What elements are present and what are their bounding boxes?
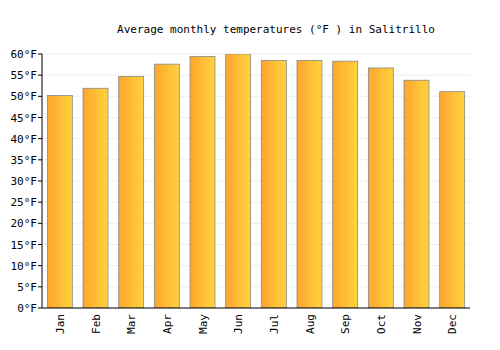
- x-tick-label: Nov: [411, 314, 424, 334]
- bar: [333, 61, 358, 308]
- y-tick-label: 45°F: [11, 112, 38, 125]
- bar: [226, 54, 251, 308]
- bar: [261, 60, 286, 308]
- grid-line: [42, 75, 470, 76]
- x-tick-label: Apr: [161, 314, 174, 334]
- x-tick-label: Oct: [375, 314, 388, 334]
- bar: [190, 57, 215, 308]
- x-tick-label: Sep: [339, 314, 352, 334]
- bar: [440, 92, 465, 308]
- tick-mark: [38, 286, 42, 287]
- bar: [404, 80, 429, 308]
- bar: [83, 88, 108, 308]
- x-tick-label: Dec: [446, 314, 459, 334]
- tick-mark: [38, 159, 42, 160]
- y-tick-label: 25°F: [11, 196, 38, 209]
- tick-mark: [38, 96, 42, 97]
- tick-mark: [38, 308, 42, 309]
- y-tick-label: 40°F: [11, 133, 38, 146]
- chart-svg: Average monthly temperatures (°F ) in Sa…: [0, 0, 500, 350]
- tick-mark: [38, 75, 42, 76]
- chart-container: Average monthly temperatures (°F ) in Sa…: [0, 0, 500, 350]
- y-tick-label: 20°F: [11, 217, 38, 230]
- y-tick-label: 35°F: [11, 154, 38, 167]
- y-tick-label: 30°F: [11, 175, 38, 188]
- y-tick-label: 10°F: [11, 260, 38, 273]
- y-tick-label: 50°F: [11, 90, 38, 103]
- bar: [368, 68, 393, 308]
- y-tick-label: 60°F: [11, 48, 38, 61]
- x-tick-label: Aug: [304, 314, 317, 334]
- tick-mark: [38, 117, 42, 118]
- tick-mark: [38, 265, 42, 266]
- bars: [47, 54, 464, 308]
- x-tick-label: Feb: [90, 314, 103, 334]
- x-axis: [42, 308, 470, 309]
- tick-mark: [38, 244, 42, 245]
- tick-mark: [38, 202, 42, 203]
- x-tick-label: May: [197, 314, 210, 334]
- tick-mark: [38, 138, 42, 139]
- x-tick-label: Jan: [54, 314, 67, 334]
- bar: [119, 76, 144, 308]
- y-axis: [42, 54, 43, 308]
- grid-line: [42, 54, 470, 55]
- bar: [47, 95, 72, 308]
- tick-mark: [38, 223, 42, 224]
- bar: [297, 60, 322, 308]
- tick-mark: [38, 54, 42, 55]
- x-tick-label: Mar: [125, 314, 138, 334]
- y-tick-label: 15°F: [11, 239, 38, 252]
- y-tick-label: 0°F: [17, 302, 37, 315]
- title: Average monthly temperatures (°F ) in Sa…: [117, 23, 435, 36]
- x-tick-label: Jun: [232, 314, 245, 334]
- bar: [154, 64, 179, 308]
- y-tick-label: 5°F: [17, 281, 37, 294]
- grid-line: [42, 308, 470, 309]
- y-tick-label: 55°F: [11, 69, 38, 82]
- x-tick-label: Jul: [268, 314, 281, 334]
- tick-mark: [38, 181, 42, 182]
